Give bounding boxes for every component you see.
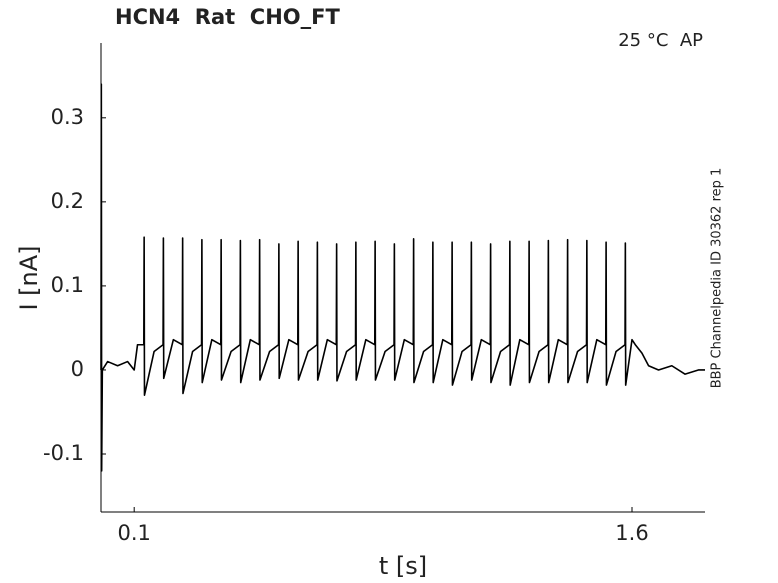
side-note: BBP Channelpedia ID 30362 rep 1: [710, 168, 725, 389]
annotation: 25 °C AP: [618, 30, 703, 51]
chart-title: HCN4 Rat CHO_FT: [115, 5, 340, 29]
x-tick-label: 1.6: [615, 521, 648, 545]
x-axis-label: t [s]: [379, 552, 427, 580]
y-tick-label: 0.3: [51, 105, 84, 129]
y-axis-label: I [nA]: [15, 245, 43, 310]
y-tick-label: 0: [71, 357, 84, 381]
y-tick-label: 0.1: [51, 273, 84, 297]
x-tick-label: 0.1: [117, 521, 150, 545]
y-tick-label: -0.1: [43, 441, 84, 465]
trace: [100, 83, 705, 472]
y-tick-label: 0.2: [51, 189, 84, 213]
